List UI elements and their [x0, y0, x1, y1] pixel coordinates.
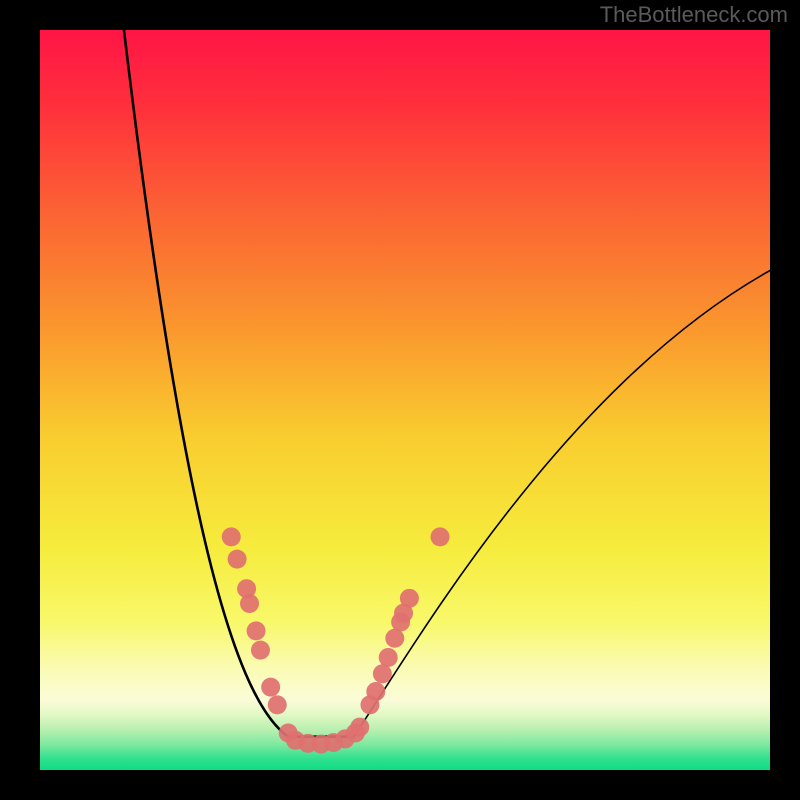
- data-marker: [366, 682, 385, 701]
- watermark-text: TheBottleneck.com: [600, 2, 788, 28]
- data-marker: [251, 641, 270, 660]
- data-marker: [350, 718, 369, 737]
- bottleneck-chart: [0, 0, 800, 800]
- data-marker: [228, 550, 247, 569]
- chart-root: TheBottleneck.com: [0, 0, 800, 800]
- data-marker: [431, 527, 450, 546]
- data-marker: [385, 629, 404, 648]
- data-marker: [400, 589, 419, 608]
- data-marker: [373, 664, 392, 683]
- data-marker: [379, 648, 398, 667]
- data-marker: [261, 678, 280, 697]
- data-marker: [268, 695, 287, 714]
- data-marker: [222, 527, 241, 546]
- data-marker: [240, 594, 259, 613]
- data-marker: [247, 621, 266, 640]
